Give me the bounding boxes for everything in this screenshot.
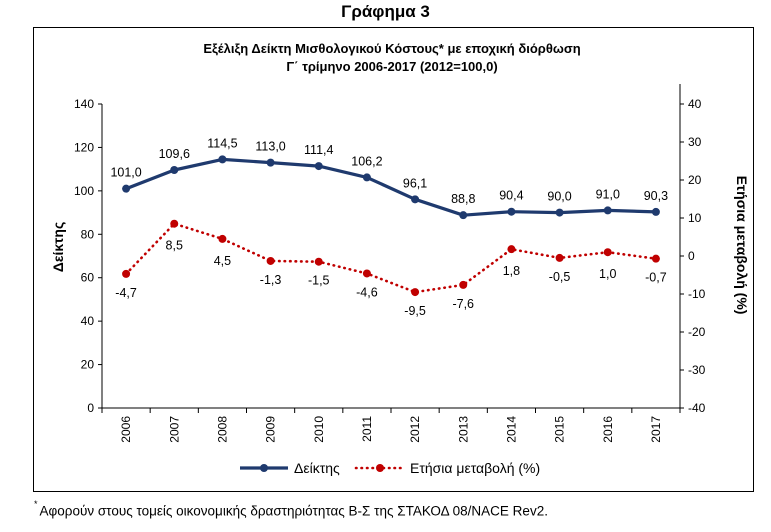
- change-data-label: -0,5: [549, 270, 571, 284]
- x-tick-label: 2010: [312, 416, 326, 443]
- change-point: [314, 257, 323, 266]
- y-tick-label-left: 20: [81, 358, 95, 372]
- x-tick-label: 2014: [504, 416, 518, 443]
- index-data-label: 109,6: [159, 147, 190, 161]
- change-point: [651, 254, 660, 263]
- change-data-label: -4,6: [356, 285, 378, 299]
- change-series-line: [124, 222, 658, 294]
- legend-label-index: Δείκτης: [294, 460, 340, 476]
- y-tick-label-left: 140: [74, 97, 94, 111]
- index-point: [362, 173, 371, 182]
- chart-subtitle: Γ΄ τρίμηνο 2006-2017 (2012=100,0): [286, 59, 497, 74]
- y-tick-label-left: 0: [87, 401, 94, 415]
- index-data-label: 90,4: [499, 189, 523, 203]
- change-data-label: -4,7: [115, 286, 137, 300]
- y-tick-label-right: -40: [688, 401, 706, 415]
- chart-title: Εξέλιξη Δείκτη Μισθολογικού Κόστους* με …: [203, 41, 580, 56]
- x-tick-label: 2012: [408, 416, 422, 443]
- change-point: [603, 248, 612, 257]
- y-tick-label-left: 80: [81, 227, 95, 241]
- change-point: [459, 280, 468, 289]
- x-tick-label: 2008: [215, 416, 229, 443]
- change-point: [218, 234, 227, 243]
- y-axis-label-left: Δείκτης: [50, 222, 66, 272]
- y-tick-label-left: 100: [74, 184, 94, 198]
- change-point: [170, 219, 179, 228]
- index-point: [411, 195, 420, 204]
- index-data-label: 113,0: [255, 140, 285, 154]
- legend-marker-change: [376, 464, 384, 472]
- index-series-line: [124, 157, 658, 217]
- index-point: [266, 158, 275, 167]
- index-point: [218, 155, 227, 164]
- y-tick-label-left: 120: [74, 140, 94, 154]
- change-point: [122, 269, 131, 278]
- change-data-label: -1,3: [260, 273, 282, 287]
- y-tick-label-right: 30: [688, 135, 702, 149]
- x-tick-label: 2016: [601, 416, 615, 443]
- index-point: [122, 184, 131, 193]
- x-tick-label: 2009: [264, 416, 278, 443]
- figure-heading: Γράφημα 3: [341, 2, 430, 21]
- index-point: [603, 206, 612, 215]
- x-tick-label: 2011: [360, 416, 374, 442]
- y-tick-label-right: 40: [688, 97, 702, 111]
- index-point: [507, 207, 516, 216]
- y-tick-label-left: 60: [81, 271, 95, 285]
- index-data-label: 111,4: [304, 143, 333, 157]
- legend-marker-index: [260, 464, 268, 472]
- index-point: [170, 166, 179, 175]
- y-tick-label-right: 10: [688, 211, 702, 225]
- footnote-marker: *: [34, 499, 38, 509]
- x-tick-label: 2006: [119, 416, 133, 443]
- chart-frame: [33, 27, 754, 492]
- y-tick-label-right: -30: [688, 363, 706, 377]
- change-point: [507, 245, 516, 254]
- index-data-label: 106,2: [351, 154, 382, 168]
- change-data-label: -0,7: [645, 271, 667, 285]
- y-tick-label-left: 40: [81, 314, 95, 328]
- index-data-label: 114,5: [207, 136, 237, 150]
- footnote: * Αφορούν στους τομείς οικονομικής δραστη…: [34, 499, 548, 519]
- index-data-label: 90,3: [644, 189, 668, 203]
- legend-label-change: Ετήσια μεταβολή (%): [410, 460, 540, 476]
- index-point: [555, 208, 564, 217]
- index-point: [459, 211, 468, 220]
- x-tick-label: 2015: [553, 416, 567, 443]
- change-point: [362, 269, 371, 278]
- footnote-text: Αφορούν στους τομείς οικονομικής δραστηρ…: [39, 503, 548, 519]
- change-data-label: 1,0: [599, 267, 616, 281]
- change-point: [411, 288, 420, 297]
- change-data-label: -1,5: [308, 274, 330, 288]
- plot-layer: 0 20 40 60 80 100 120 140 -40 -30 -20 -10 0 10 20 30 40 2…: [74, 84, 706, 476]
- index-data-label: 88,8: [451, 192, 475, 206]
- change-data-label: -7,6: [452, 297, 474, 311]
- change-point: [555, 253, 564, 262]
- y-tick-label-right: -20: [688, 325, 706, 339]
- index-point: [314, 162, 323, 171]
- index-data-label: 91,0: [596, 187, 620, 201]
- y-tick-label-right: 20: [688, 173, 702, 187]
- y-tick-label-right: 0: [688, 249, 695, 263]
- index-data-label: 101,0: [110, 166, 141, 180]
- chart-svg: Εξέλιξη Δείκτη Μισθολογικού Κόστους* με …: [50, 41, 750, 476]
- change-data-label: 1,8: [503, 264, 520, 278]
- y-axis-label-right: Ετήσια μεταβολή (%): [734, 176, 750, 315]
- x-tick-label: 2017: [649, 416, 663, 443]
- index-data-label: 96,1: [403, 176, 427, 190]
- change-data-label: 4,5: [214, 254, 231, 268]
- change-data-label: -9,5: [404, 304, 426, 318]
- x-tick-label: 2007: [167, 416, 181, 443]
- index-data-label: 90,0: [547, 190, 571, 204]
- y-tick-label-right: -10: [688, 287, 706, 301]
- change-data-label: 8,5: [166, 239, 183, 253]
- index-point: [651, 207, 660, 216]
- change-point: [266, 256, 275, 265]
- x-tick-label: 2013: [456, 416, 470, 443]
